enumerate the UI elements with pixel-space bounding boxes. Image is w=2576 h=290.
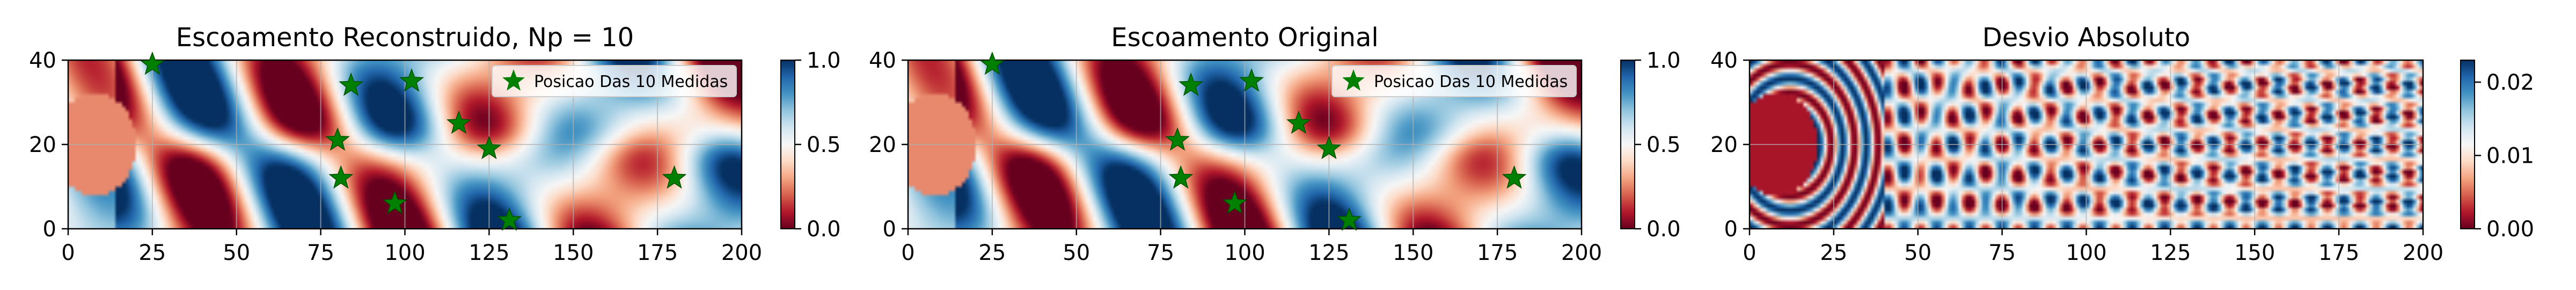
chart-title: Escoamento Original	[1111, 23, 1379, 53]
colorbar-tick-label: 1.0	[1646, 48, 1681, 73]
measurement-point	[1168, 165, 1194, 189]
x-tick-label: 125	[2150, 241, 2191, 265]
legend-box	[1331, 65, 1577, 97]
legend-label: Posicao Das 10 Medidas	[534, 73, 728, 91]
chart-title: Desvio Absoluto	[1982, 23, 2191, 53]
x-tick-label: 125	[469, 241, 509, 265]
measurement-point	[662, 165, 687, 189]
measurement-point	[1239, 68, 1264, 92]
y-tick-label: 0	[1724, 217, 1738, 242]
y-tick-label: 40	[29, 48, 56, 73]
x-tick-label: 0	[1743, 241, 1756, 265]
measurement-point	[446, 110, 471, 134]
x-tick-label: 200	[2403, 241, 2443, 265]
chart-title: Escoamento Reconstruido, Np = 10	[176, 23, 634, 53]
measurement-point	[328, 165, 354, 189]
x-tick-label: 50	[223, 241, 250, 265]
colorbar-tick-label: 0.0	[1646, 217, 1681, 242]
x-tick-label: 25	[138, 241, 166, 265]
colorbar	[780, 60, 795, 229]
x-tick-label: 0	[901, 241, 914, 265]
x-tick-label: 75	[1988, 241, 2016, 265]
colorbar-tick-label: 0.5	[807, 133, 841, 157]
panel-reconstructed: 0 25 50 75 100 125 150 175 200 0 20 40 Escoamento Re…	[29, 23, 841, 265]
panel-deviation: 0 25 50 75 100 125 150 175 200 0 20 40 Desvio Absolu…	[1710, 23, 2534, 265]
measurement-point	[339, 72, 364, 96]
measurement-point	[1165, 127, 1190, 151]
x-tick-label: 50	[1904, 241, 1931, 265]
y-tick-label: 0	[43, 217, 56, 242]
x-tick-label: 50	[1063, 241, 1090, 265]
x-tick-label: 25	[1820, 241, 1847, 265]
x-tick-label: 100	[1224, 241, 1265, 265]
y-tick-label: 20	[1710, 133, 1738, 157]
colorbar	[2460, 60, 2475, 229]
legend-box	[492, 65, 737, 97]
colorbar-tick-label: 0.0	[807, 217, 841, 242]
colorbar-tick-label: 0.02	[2486, 70, 2534, 95]
y-tick-label: 20	[29, 133, 56, 157]
x-tick-label: 175	[1477, 241, 1518, 265]
measurement-point	[399, 68, 425, 92]
measurement-point	[140, 51, 165, 75]
x-tick-label: 0	[61, 241, 75, 265]
x-tick-label: 150	[553, 241, 594, 265]
x-tick-label: 75	[307, 241, 334, 265]
x-tick-label: 150	[2234, 241, 2275, 265]
panel-original: 0 25 50 75 100 125 150 175 200 0 20 40 Escoamento Or…	[869, 23, 1681, 265]
measurement-point	[477, 135, 502, 160]
legend-label: Posicao Das 10 Medidas	[1374, 73, 1568, 91]
measurement-point	[382, 190, 407, 214]
colorbar-tick-label: 0.00	[2486, 217, 2534, 242]
x-tick-label: 100	[2066, 241, 2106, 265]
measurement-point	[1316, 135, 1342, 160]
colorbar	[1620, 60, 1635, 229]
y-tick-label: 40	[869, 48, 896, 73]
x-tick-label: 175	[637, 241, 678, 265]
x-tick-label: 175	[2318, 241, 2359, 265]
colorbar-tick-label: 0.5	[1646, 133, 1681, 157]
x-tick-label: 100	[384, 241, 425, 265]
measurement-point	[1337, 207, 1362, 231]
x-tick-label: 200	[721, 241, 762, 265]
x-tick-label: 25	[978, 241, 1006, 265]
measurement-point	[497, 207, 522, 231]
colorbar-tick-label: 0.01	[2486, 143, 2534, 168]
y-tick-label: 0	[883, 217, 896, 242]
measurement-point	[1502, 165, 1527, 189]
x-tick-label: 150	[1393, 241, 1433, 265]
measurement-point	[979, 51, 1005, 75]
measurement-point	[325, 127, 350, 151]
legend-star-icon	[1342, 69, 1365, 91]
x-tick-label: 200	[1561, 241, 1602, 265]
measurement-point	[1222, 190, 1247, 214]
x-tick-label: 125	[1308, 241, 1349, 265]
legend-star-icon	[502, 69, 525, 91]
x-tick-label: 75	[1147, 241, 1174, 265]
y-tick-label: 20	[869, 133, 896, 157]
measurement-point	[1286, 110, 1311, 134]
colorbar-tick-label: 1.0	[807, 48, 841, 73]
measurement-point	[1179, 72, 1204, 96]
y-tick-label: 40	[1710, 48, 1738, 73]
